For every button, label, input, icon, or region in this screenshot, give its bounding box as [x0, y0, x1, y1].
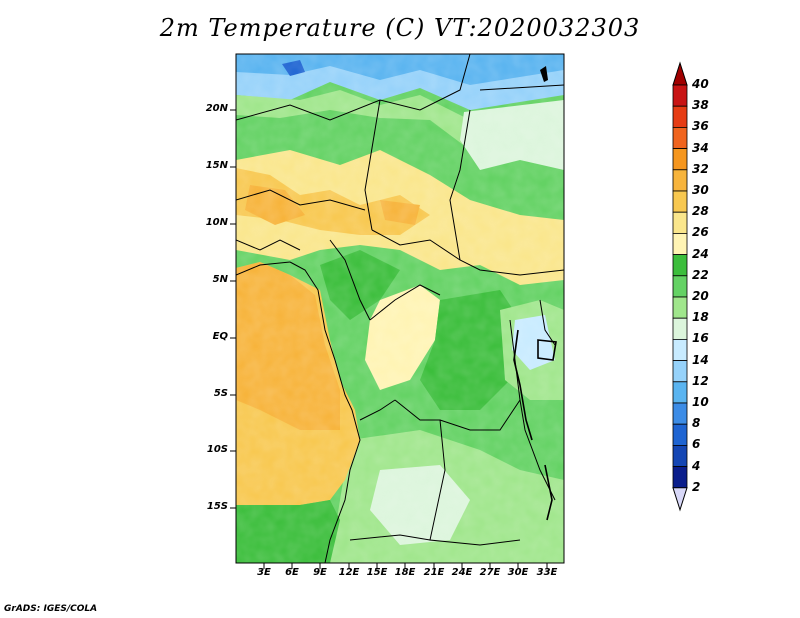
colorbar-swatch	[672, 127, 688, 150]
lon-label: 9E	[313, 567, 327, 578]
lon-label: 27E	[479, 567, 501, 578]
colorbar-swatch	[672, 84, 688, 107]
colorbar-bottom-arrow	[672, 487, 688, 512]
lon-label: 33E	[536, 567, 558, 578]
colorbar-tick-label: 30	[692, 183, 709, 197]
lat-label: 15N	[205, 160, 228, 171]
colorbar-swatch	[672, 317, 688, 340]
colorbar-swatch	[672, 296, 688, 319]
colorbar-tick-label: 28	[692, 204, 709, 219]
colorbar-swatch	[672, 360, 688, 383]
colorbar-tick-label: 32	[692, 161, 709, 176]
colorbar-swatch	[672, 148, 688, 171]
colorbar-tick-label: 10	[692, 395, 709, 409]
colorbar-tick-label: 4	[692, 458, 701, 473]
colorbar-swatch	[672, 381, 688, 404]
lat-label: 5N	[212, 274, 228, 285]
colorbar-tick-label: 34	[692, 140, 709, 155]
colorbar-swatch	[672, 444, 688, 467]
lon-label: 15E	[366, 567, 388, 578]
colorbar-tick-label: 8	[692, 416, 701, 431]
lat-label: 20N	[205, 103, 228, 114]
lat-label: 10S	[206, 444, 228, 455]
lat-label: 5S	[213, 388, 228, 399]
colorbar-swatch	[672, 169, 688, 192]
colorbar-swatch	[672, 338, 688, 361]
colorbar-swatch	[672, 105, 688, 128]
lon-label: 24E	[451, 567, 473, 578]
colorbar-tick-label: 26	[692, 225, 709, 240]
colorbar-swatch	[672, 423, 688, 446]
lon-label: 30E	[507, 567, 529, 578]
colorbar-swatch	[672, 275, 688, 298]
lon-label: 6E	[285, 567, 299, 578]
lon-label: 3E	[257, 567, 271, 578]
colorbar-tick-label: 38	[692, 98, 709, 113]
colorbar-tick-label: 16	[692, 331, 709, 346]
colorbar-swatch	[672, 232, 688, 255]
colorbar-top-arrow	[672, 61, 688, 86]
chart-title: 2m Temperature (C) VT:2020032303	[159, 14, 641, 42]
temperature-field	[236, 54, 564, 563]
colorbar-swatch	[672, 402, 688, 425]
colorbar-tick-label: 18	[692, 310, 709, 325]
lon-label: 18E	[394, 567, 416, 578]
colorbar-tick-label: 14	[692, 352, 709, 367]
lat-label: EQ	[212, 331, 228, 342]
colorbar-tick-label: 2	[692, 479, 701, 494]
colorbar	[672, 61, 688, 512]
colorbar-swatch	[672, 190, 688, 213]
lon-label: 12E	[338, 567, 360, 578]
colorbar-tick-label: 24	[692, 246, 709, 261]
colorbar-tick-label: 40	[692, 77, 709, 91]
colorbar-tick-label: 36	[692, 119, 709, 134]
colorbar-tick-label: 6	[692, 437, 701, 452]
colorbar-swatch	[672, 466, 688, 489]
lon-label: 21E	[423, 567, 445, 578]
colorbar-swatch	[672, 254, 688, 277]
colorbar-swatch	[672, 211, 688, 234]
colorbar-tick-label: 12	[692, 373, 709, 388]
map-frame	[235, 53, 565, 564]
lat-label: 15S	[206, 501, 228, 512]
lat-label: 10N	[205, 217, 228, 228]
credit-text: GrADS: IGES/COLA	[4, 604, 98, 614]
colorbar-tick-label: 20	[692, 289, 709, 303]
colorbar-tick-label: 22	[692, 267, 709, 282]
